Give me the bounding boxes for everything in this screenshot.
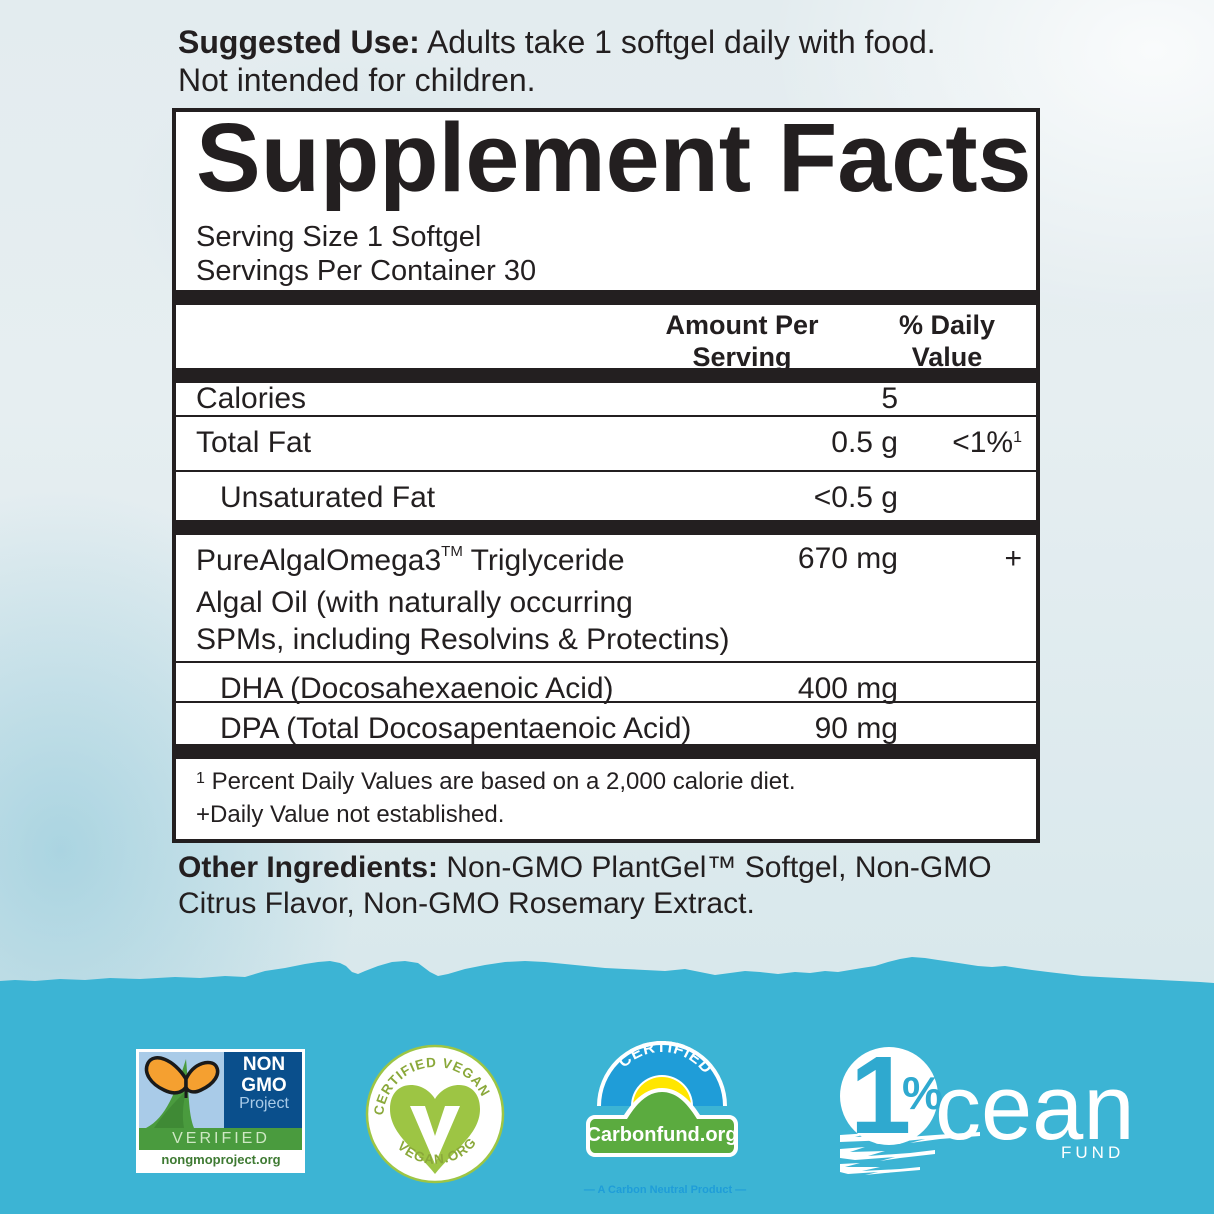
- svg-text:NON: NON: [243, 1054, 285, 1075]
- svg-text:FUND: FUND: [1061, 1143, 1124, 1162]
- svg-text:Carbonfund.org: Carbonfund.org: [586, 1124, 737, 1146]
- svg-text:Project: Project: [239, 1095, 289, 1112]
- svg-text:nongmoproject.org: nongmoproject.org: [161, 1152, 280, 1167]
- svg-text:GMO: GMO: [241, 1075, 286, 1096]
- svg-text:VERIFIED: VERIFIED: [172, 1130, 270, 1147]
